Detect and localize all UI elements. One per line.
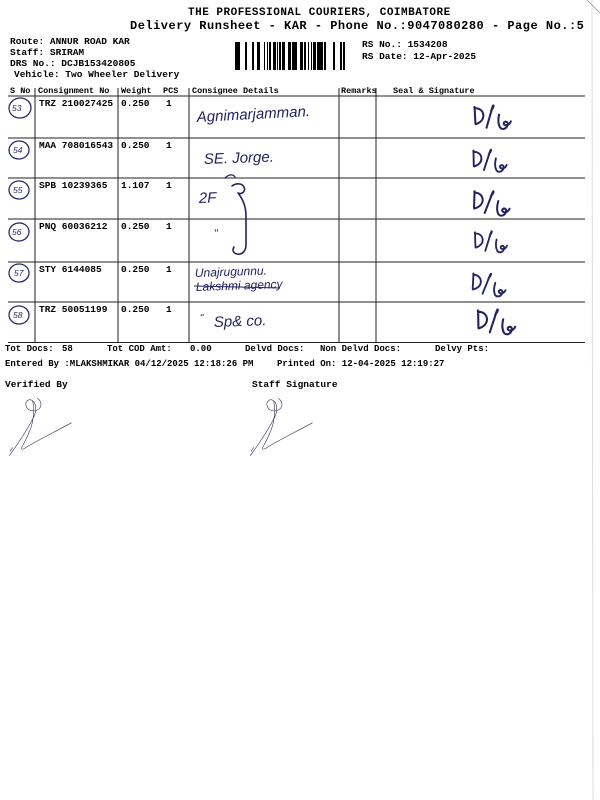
svg-text:": "	[214, 228, 219, 240]
svg-text:": "	[200, 313, 204, 324]
svg-text:Sp& co.: Sp& co.	[214, 312, 267, 331]
svg-text:Agnimarjamman.: Agnimarjamman.	[195, 103, 310, 126]
svg-text:SE. Jorge.: SE. Jorge.	[204, 149, 275, 168]
svg-text:57: 57	[14, 268, 24, 278]
svg-text:58: 58	[13, 310, 23, 320]
svg-text:2F: 2F	[198, 189, 218, 207]
svg-text:Lakshmi agency: Lakshmi agency	[196, 277, 284, 294]
svg-text:55: 55	[13, 185, 23, 195]
svg-text:53: 53	[12, 103, 22, 113]
svg-text:56: 56	[12, 227, 22, 237]
svg-text:54: 54	[13, 145, 23, 155]
